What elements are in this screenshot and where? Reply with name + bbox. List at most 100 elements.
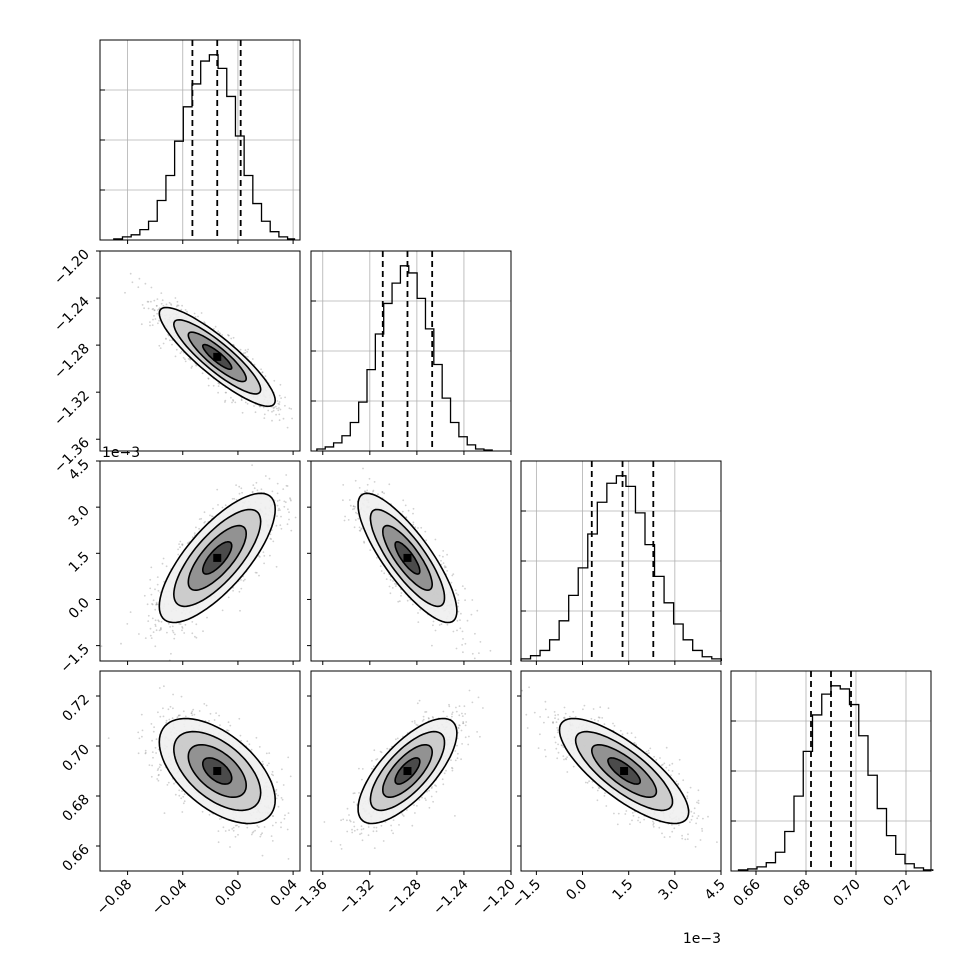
sample-point	[306, 803, 308, 805]
sample-point	[417, 621, 420, 623]
sample-point	[240, 398, 243, 401]
sample-point	[177, 553, 180, 556]
sample-point	[158, 319, 161, 322]
sample-point	[456, 619, 459, 622]
sample-point	[241, 411, 244, 414]
sample-point	[286, 426, 289, 429]
sample-point	[219, 724, 221, 726]
sample-point	[178, 622, 181, 625]
sample-point	[288, 407, 291, 410]
sample-point	[275, 797, 278, 800]
sample-point	[445, 566, 447, 568]
sample-point	[154, 588, 156, 591]
sample-point	[264, 475, 267, 477]
sample-point	[254, 571, 257, 574]
sample-point	[144, 282, 147, 285]
histogram-panel-0	[99, 39, 301, 244]
sample-point	[272, 409, 275, 412]
sample-point	[213, 328, 215, 330]
sample-point	[276, 500, 279, 502]
sample-point	[275, 788, 278, 791]
sample-point	[253, 363, 256, 366]
sample-point	[282, 488, 285, 490]
sample-point	[224, 399, 227, 402]
sample-point	[352, 508, 354, 511]
sample-point	[126, 623, 129, 625]
sample-point	[129, 272, 132, 275]
sample-point	[221, 506, 224, 509]
sample-point	[479, 641, 482, 643]
sample-point	[149, 587, 152, 590]
sample-point	[269, 533, 272, 536]
sample-point	[182, 710, 185, 713]
sample-point	[397, 600, 400, 603]
sample-point	[200, 312, 203, 314]
sample-point	[155, 603, 158, 606]
sample-point	[171, 343, 173, 346]
sample-point	[287, 812, 290, 814]
sample-point	[232, 399, 234, 401]
sample-point	[280, 821, 282, 824]
sample-point	[263, 417, 266, 419]
sample-point	[176, 300, 179, 303]
sample-point	[377, 493, 379, 496]
sample-point	[269, 554, 271, 557]
sample-point	[291, 417, 293, 420]
sample-point	[209, 514, 211, 517]
sample-point	[414, 526, 417, 529]
sample-point	[165, 565, 168, 568]
sample-point	[159, 715, 162, 718]
sample-point	[154, 623, 157, 626]
sample-point	[451, 574, 454, 577]
sample-point	[203, 511, 206, 514]
sample-point	[154, 746, 157, 749]
sample-point	[165, 337, 167, 340]
sample-point	[155, 603, 158, 606]
sample-point	[455, 592, 458, 595]
sample-point	[155, 629, 158, 632]
sample-point	[412, 507, 415, 510]
sample-point	[342, 484, 345, 486]
sample-point	[181, 304, 184, 307]
sample-point	[217, 504, 219, 506]
sample-point	[184, 358, 186, 361]
sample-point	[156, 778, 159, 780]
sample-point	[280, 515, 282, 518]
sample-point	[352, 505, 355, 508]
sample-point	[264, 375, 267, 377]
sample-point	[373, 481, 376, 483]
sample-point	[277, 402, 280, 405]
sample-point	[195, 623, 198, 626]
density-peak	[403, 553, 412, 562]
sample-point	[158, 344, 161, 347]
sample-point	[195, 526, 197, 529]
sample-point	[401, 510, 404, 513]
sample-point	[154, 608, 157, 611]
sample-point	[383, 492, 385, 495]
sample-point	[218, 382, 221, 385]
sample-point	[412, 521, 415, 524]
sample-point	[137, 286, 140, 289]
sample-point	[150, 566, 153, 569]
sample-point	[171, 625, 174, 628]
sample-point	[200, 517, 203, 520]
sample-point	[173, 637, 176, 640]
sample-point	[251, 491, 254, 494]
sample-point	[168, 718, 171, 721]
sample-point	[278, 507, 280, 510]
panel-frame	[310, 460, 512, 662]
sample-point	[279, 383, 282, 386]
sample-point	[446, 623, 449, 626]
sample-point	[283, 505, 286, 508]
panel-content	[100, 461, 297, 671]
sample-point	[354, 479, 357, 482]
sample-point	[290, 499, 292, 502]
sample-point	[474, 632, 476, 635]
sample-point	[147, 307, 150, 310]
sample-point	[242, 352, 245, 355]
sample-point	[354, 519, 357, 521]
sample-point	[134, 669, 136, 671]
sample-point	[407, 509, 410, 512]
sample-point	[162, 305, 165, 307]
sample-point	[419, 608, 422, 611]
